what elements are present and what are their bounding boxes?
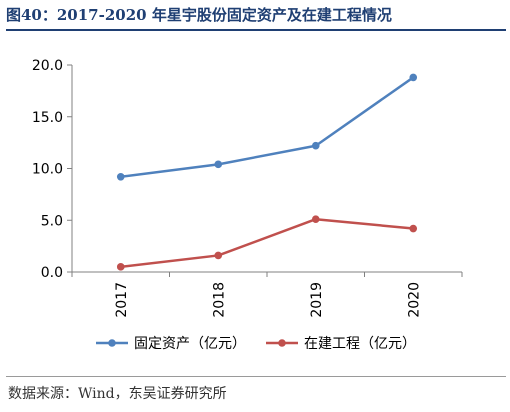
x-tick-label: 2017 [114, 282, 130, 318]
data-point [116, 172, 125, 181]
data-point [409, 73, 418, 82]
legend-marker [108, 339, 116, 347]
y-tick-label: 10.0 [32, 162, 63, 178]
x-tick-label: 2020 [406, 282, 422, 318]
chart-axes: 0.0 5.0 10.0 15.0 20.0 2017 2018 2019 2020 [32, 58, 463, 318]
legend-marker [278, 339, 286, 347]
figure-title: 图40：2017-2020 年星宇股份固定资产及在建工程情况 [6, 6, 392, 24]
data-point [311, 141, 320, 150]
data-point [214, 251, 223, 260]
data-point [311, 215, 320, 224]
x-tick-label: 2019 [309, 282, 325, 318]
title-rule [6, 29, 506, 31]
chart-series [116, 73, 418, 271]
legend-label: 在建工程（亿元） [304, 336, 416, 352]
chart-legend: 固定资产（亿元） 在建工程（亿元） [96, 336, 416, 352]
line-chart: 0.0 5.0 10.0 15.0 20.0 2017 2018 2019 2020 固定资产（… [32, 58, 463, 352]
series-line [120, 217, 414, 269]
y-tick-label: 0.0 [41, 265, 63, 281]
series-line [120, 76, 414, 179]
y-tick-label: 5.0 [41, 213, 63, 229]
footer-rule [6, 376, 506, 377]
y-tick-label: 15.0 [32, 110, 63, 126]
x-tick-label: 2018 [211, 282, 227, 318]
data-point [409, 224, 418, 233]
source-note: 数据来源：Wind，东吴证券研究所 [8, 386, 227, 402]
data-point [214, 160, 223, 169]
legend-label: 固定资产（亿元） [134, 336, 246, 352]
data-point [116, 263, 125, 271]
y-tick-label: 20.0 [32, 58, 63, 74]
